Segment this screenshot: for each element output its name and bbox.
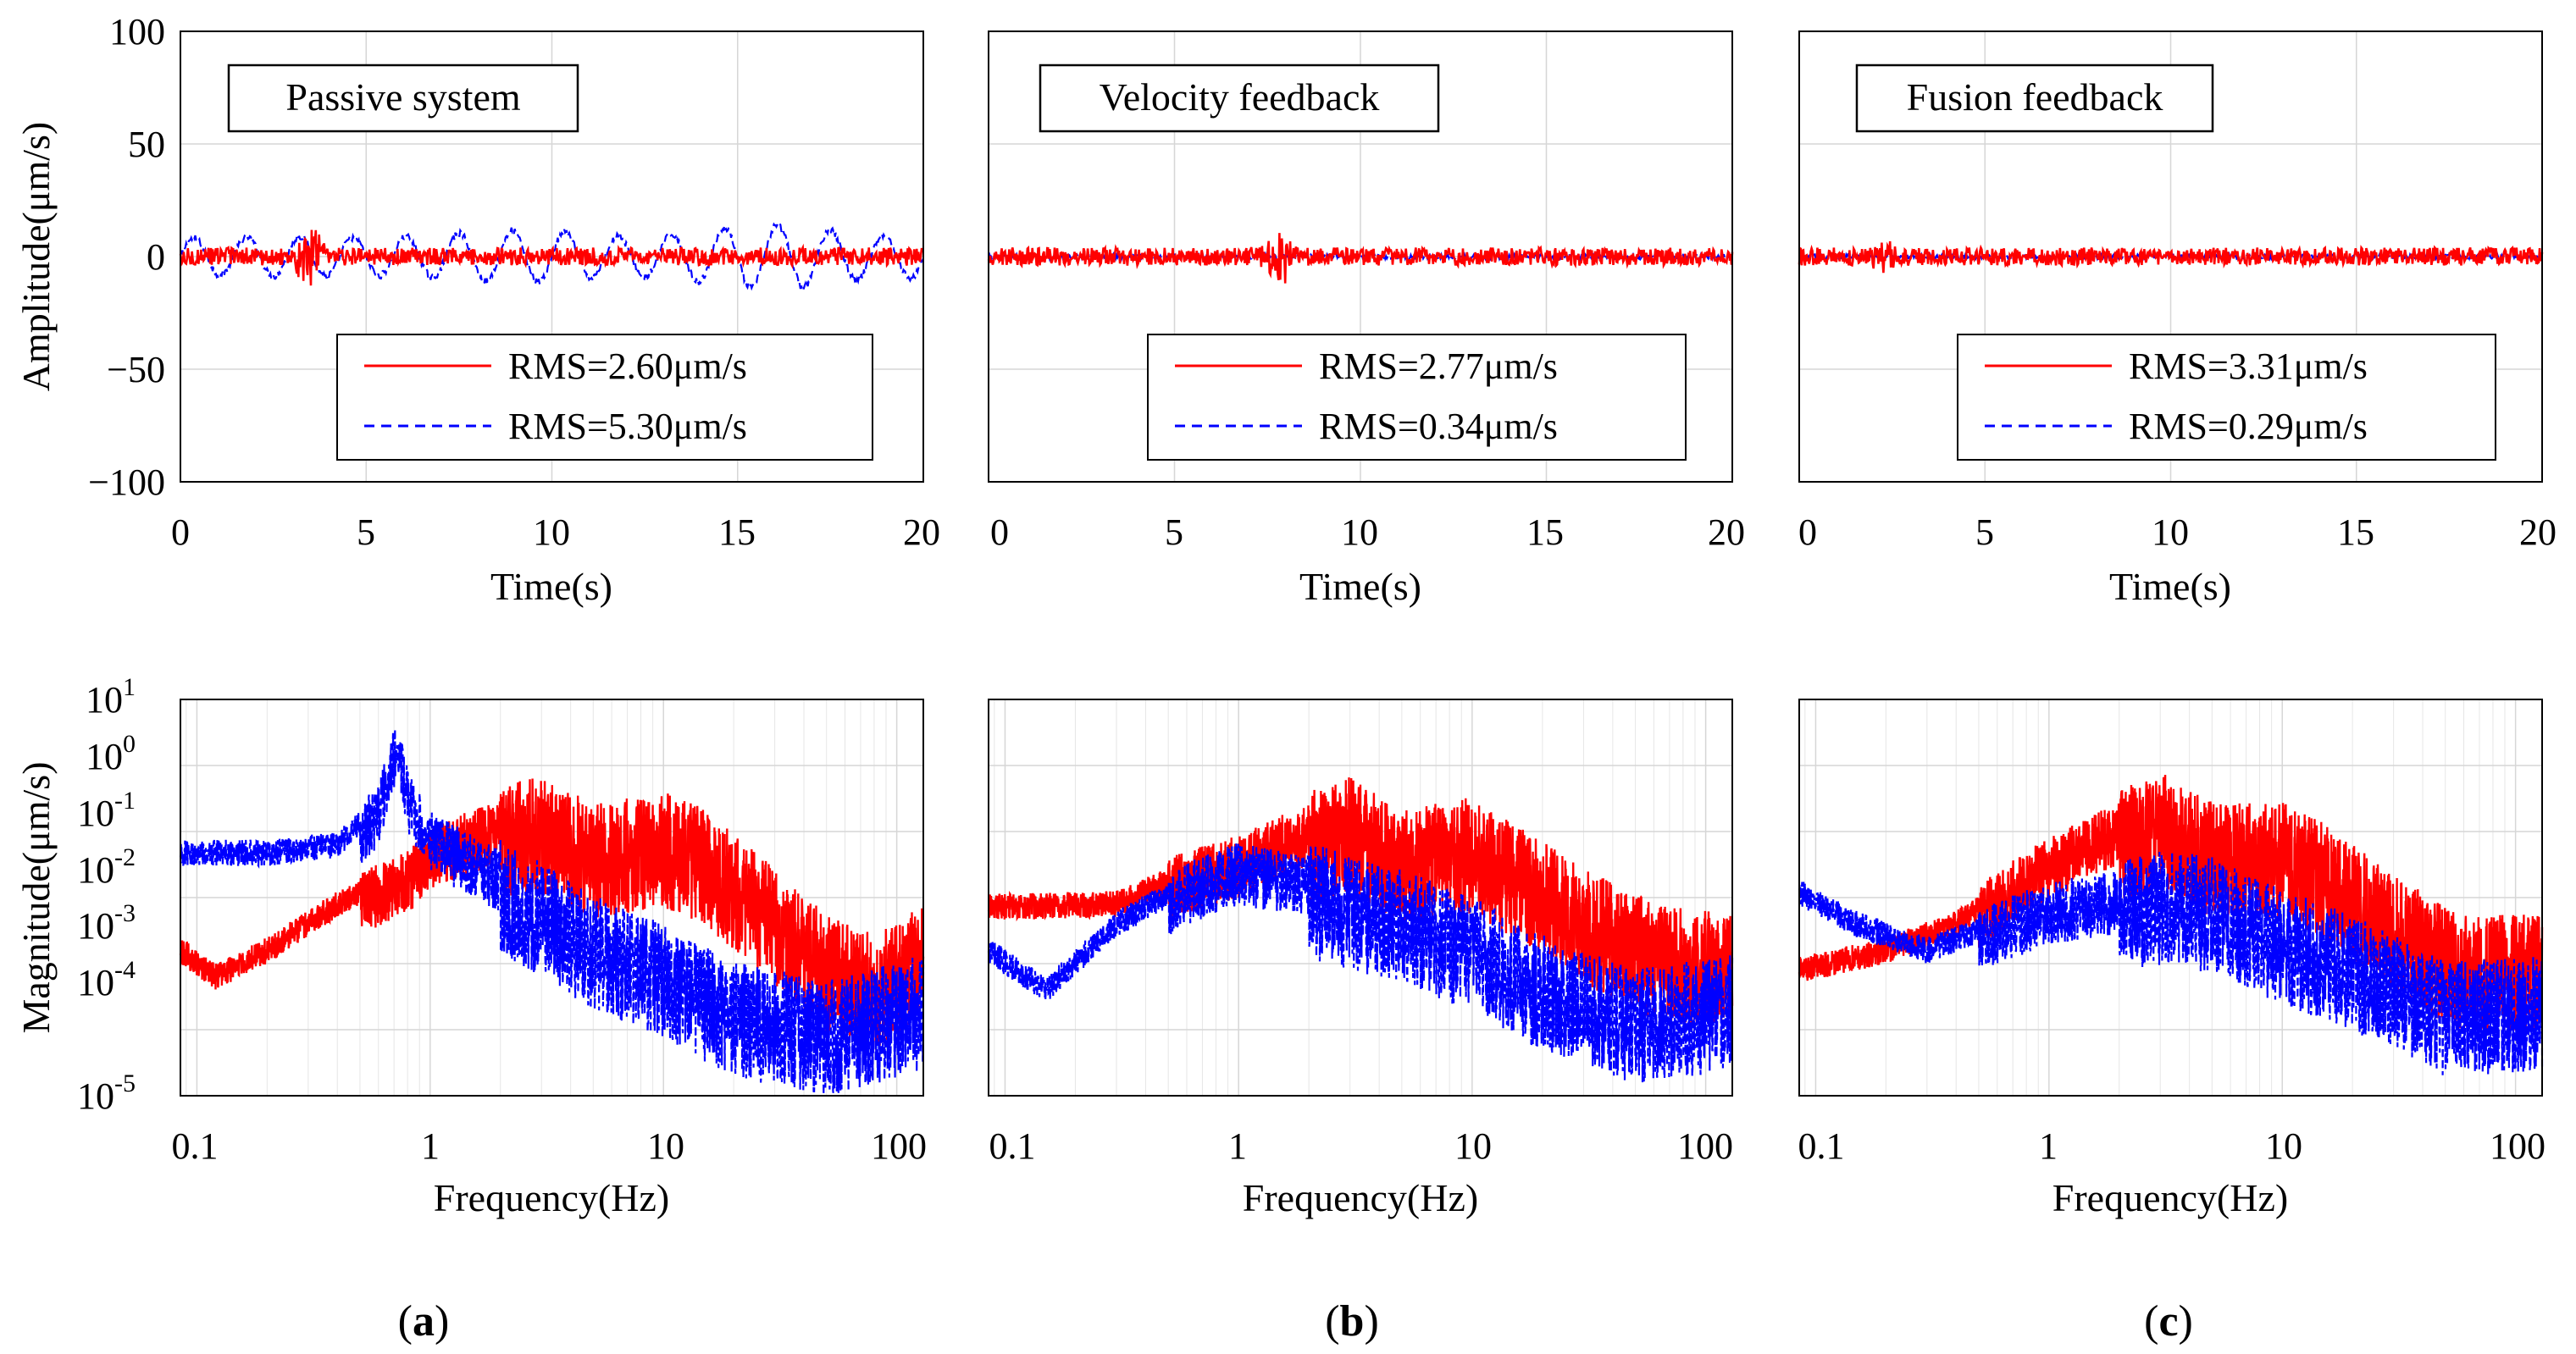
title-a: Passive system: [285, 75, 521, 119]
fytick-1e1: 101: [86, 673, 136, 721]
fytick-1e-5: 10-5: [77, 1069, 136, 1117]
ytick-50: 50: [128, 124, 165, 165]
fytick-1e-2: 10-2: [77, 843, 136, 891]
freq-plot-a: 0.1 1 10 100 Frequency(Hz) Magnitude(μm/…: [14, 673, 927, 1219]
time-frame-a: [180, 30, 924, 483]
time-plot-a: 100 50 0 −50 −100 0 5 10 15 20 Time(s) A…: [14, 11, 940, 608]
xtick-c-10: 10: [2152, 511, 2189, 553]
fxtick-c-10: 10: [2265, 1125, 2302, 1167]
fxtick-b-100: 100: [1677, 1125, 1733, 1167]
xtick-b-5: 5: [1165, 511, 1183, 553]
legend-a: RMS=2.60μm/s RMS=5.30μm/s: [336, 334, 873, 461]
time-data-c: [1798, 240, 2544, 274]
time-xlabel-c: Time(s): [2109, 565, 2231, 608]
caption-b: (b): [1325, 1297, 1379, 1346]
freq-xlabel-c: Frequency(Hz): [2052, 1176, 2288, 1219]
xtick-a-5: 5: [357, 511, 375, 553]
fxtick-b-10: 10: [1454, 1125, 1492, 1167]
fxtick-c-0.1: 0.1: [1798, 1125, 1845, 1167]
panel-c: 0 5 10 15 20 Time(s) Fusion feedback RMS…: [1798, 30, 2557, 1346]
ytick-neg100: −100: [88, 461, 165, 503]
fytick-1e-3: 10-3: [77, 899, 136, 947]
title-box-a: Passive system: [227, 64, 579, 133]
freq-xlabel-b: Frequency(Hz): [1243, 1176, 1478, 1219]
freq-plot-b: 0.1 1 10 100 Frequency(Hz): [987, 699, 1734, 1219]
time-plot-c: 0 5 10 15 20 Time(s) Fusion feedback RMS…: [1798, 30, 2557, 608]
fxtick-b-0.1: 0.1: [989, 1125, 1036, 1167]
legend-c: RMS=3.31μm/s RMS=0.29μm/s: [1957, 334, 2496, 461]
title-c: Fusion feedback: [1907, 75, 2163, 119]
caption-c: (c): [2144, 1297, 2193, 1346]
series-red-spectrum: [987, 777, 1734, 1025]
ytick-100: 100: [109, 11, 165, 53]
fxtick-c-100: 100: [2490, 1125, 2546, 1167]
fytick-1e0: 100: [86, 730, 136, 777]
freq-plot-c: 0.1 1 10 100 Frequency(Hz): [1798, 699, 2546, 1219]
series-blue-spectrum: [1798, 851, 2544, 1075]
xtick-b-15: 15: [1526, 511, 1564, 553]
xtick-a-0: 0: [171, 511, 190, 553]
series-red-line: [1798, 240, 2544, 274]
time-frame-c: [1798, 30, 2543, 483]
fxtick-a-0.1: 0.1: [172, 1125, 219, 1167]
legend-label-blue-a: RMS=5.30μm/s: [508, 406, 747, 447]
title-box-b: Velocity feedback: [1039, 64, 1440, 133]
fytick-1e-1: 10-1: [77, 787, 136, 834]
ytick-0: 0: [147, 236, 165, 278]
xtick-a-15: 15: [718, 511, 756, 553]
time-frame-b: [988, 30, 1733, 483]
freq-data-c: [1798, 774, 2544, 1075]
series-red-spectrum: [179, 778, 925, 1050]
time-data-a: [179, 220, 925, 291]
fxtick-a-1: 1: [421, 1125, 440, 1167]
xtick-b-10: 10: [1341, 511, 1378, 553]
panel-b: 0 5 10 15 20 Time(s) Velocity feedback R…: [987, 30, 1745, 1346]
title-b: Velocity feedback: [1100, 75, 1380, 119]
panel-a: 100 50 0 −50 −100 0 5 10 15 20 Time(s) A…: [14, 11, 940, 1346]
series-red-line: [179, 229, 924, 286]
fxtick-b-1: 1: [1228, 1125, 1247, 1167]
time-xlabel-b: Time(s): [1299, 565, 1421, 608]
legend-label-red-a: RMS=2.60μm/s: [508, 345, 747, 387]
freq-frame-b: [988, 699, 1733, 1097]
freq-data-b: [987, 777, 1734, 1083]
freq-ylabel: Magnitude(μm/s): [14, 761, 58, 1033]
ytick-neg50: −50: [107, 349, 165, 390]
xtick-a-10: 10: [533, 511, 570, 553]
xtick-a-20: 20: [903, 511, 940, 553]
fxtick-a-100: 100: [871, 1125, 927, 1167]
series-blue-spectrum: [179, 729, 925, 1095]
freq-frame-c: [1798, 699, 2543, 1097]
time-plot-b: 0 5 10 15 20 Time(s) Velocity feedback R…: [987, 30, 1745, 608]
xtick-b-20: 20: [1708, 511, 1745, 553]
legend-label-red-c: RMS=3.31μm/s: [2129, 345, 2368, 387]
freq-frame-a: [180, 699, 924, 1097]
series-red-line: [987, 233, 1734, 284]
fxtick-c-1: 1: [2039, 1125, 2058, 1167]
title-box-c: Fusion feedback: [1855, 64, 2214, 133]
time-ylabel: Amplitude(μm/s): [14, 122, 58, 392]
xtick-c-0: 0: [1798, 511, 1817, 553]
time-xlabel-a: Time(s): [490, 565, 612, 608]
legend-label-blue-c: RMS=0.29μm/s: [2129, 406, 2368, 447]
legend-b: RMS=2.77μm/s RMS=0.34μm/s: [1147, 334, 1687, 461]
xtick-b-0: 0: [990, 511, 1009, 553]
time-data-b: [987, 233, 1734, 284]
freq-data-a: [179, 729, 925, 1095]
caption-a: (a): [398, 1297, 450, 1346]
xtick-c-5: 5: [1975, 511, 1994, 553]
legend-label-red-b: RMS=2.77μm/s: [1319, 345, 1558, 387]
fxtick-a-10: 10: [647, 1125, 684, 1167]
series-blue-spectrum: [987, 843, 1734, 1083]
xtick-c-20: 20: [2519, 511, 2557, 553]
legend-label-blue-b: RMS=0.34μm/s: [1319, 406, 1558, 447]
xtick-c-15: 15: [2337, 511, 2374, 553]
freq-xlabel-a: Frequency(Hz): [434, 1176, 669, 1219]
fytick-1e-4: 10-4: [77, 956, 136, 1003]
